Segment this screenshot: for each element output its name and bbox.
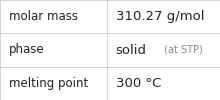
Text: phase: phase <box>9 44 44 56</box>
Text: molar mass: molar mass <box>9 10 78 23</box>
Text: solid: solid <box>116 44 147 56</box>
Text: 300 °C: 300 °C <box>116 77 161 90</box>
Text: (at STP): (at STP) <box>161 45 203 55</box>
Text: melting point: melting point <box>9 77 88 90</box>
Text: 310.27 g/mol: 310.27 g/mol <box>116 10 204 23</box>
